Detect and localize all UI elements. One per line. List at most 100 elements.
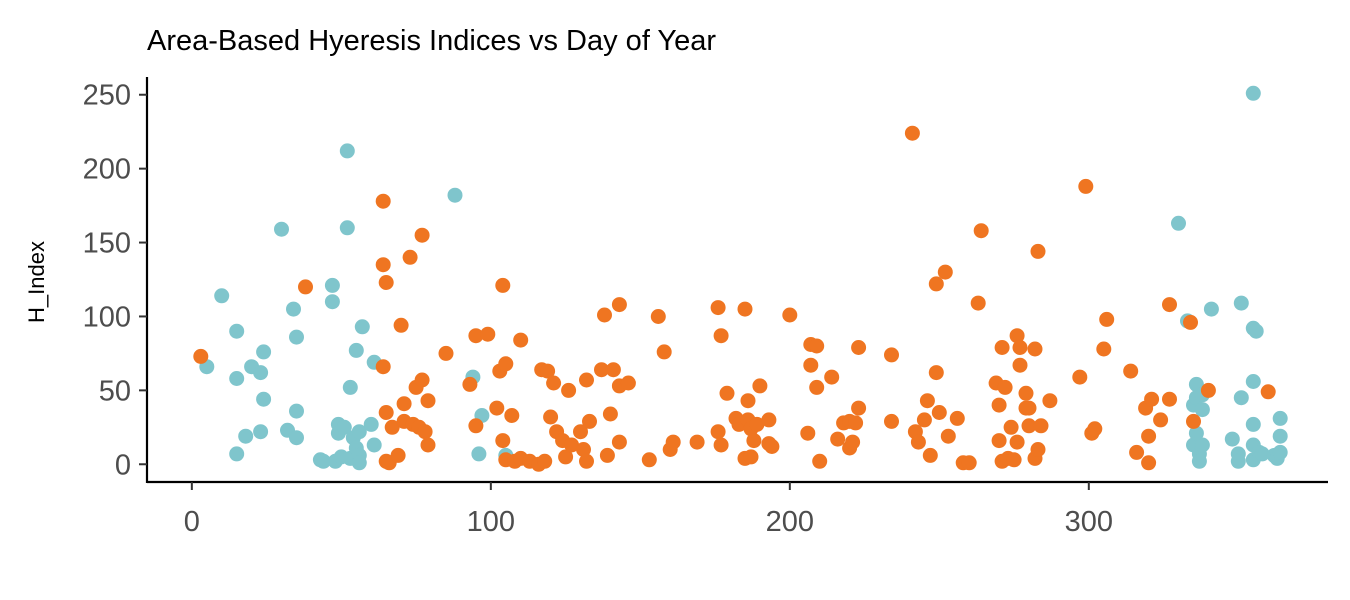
data-point-series-2 [561,382,577,398]
data-point-series-2 [489,400,505,416]
data-point-series-1 [253,365,269,381]
data-point-series-2 [1009,434,1025,450]
data-point-series-2 [605,362,621,378]
data-point-series-2 [495,433,511,449]
data-point-series-2 [710,424,726,440]
y-tick-label: 50 [99,375,131,407]
data-point-series-2 [656,344,672,360]
data-point-series-1 [289,329,304,345]
data-point-series-2 [420,393,436,409]
data-point-series-1 [229,323,245,339]
data-point-series-1 [1191,453,1207,469]
data-point-series-1 [253,424,269,440]
data-point-series-2 [495,277,511,293]
data-point-series-2 [884,347,899,363]
data-point-series-2 [743,449,759,465]
data-point-series-2 [1123,363,1139,379]
data-point-series-2 [916,412,932,428]
data-point-series-2 [761,412,777,428]
data-point-series-1 [1194,402,1210,418]
data-point-series-2 [824,369,840,385]
data-point-series-2 [513,332,529,348]
data-point-series-1 [274,221,289,237]
data-point-series-2 [594,362,609,378]
data-point-series-1 [471,446,487,462]
data-point-series-1 [1224,431,1240,447]
data-point-series-2 [994,340,1010,355]
data-point-series-1 [1245,85,1261,101]
data-point-series-1 [1272,444,1288,460]
y-tick-label: 0 [115,449,131,481]
data-point-series-2 [1018,385,1034,401]
chart-title: Area-Based Hyeresis Indices vs Day of Ye… [147,25,716,57]
data-point-series-2 [991,397,1007,413]
data-point-series-2 [1153,412,1169,428]
data-point-series-2 [375,359,391,375]
data-point-series-2 [468,418,484,434]
data-point-series-2 [928,365,944,381]
data-point-series-2 [498,356,514,372]
data-point-series-2 [937,264,953,280]
data-point-series-1 [447,187,463,203]
data-point-series-2 [602,406,618,422]
data-point-series-2 [991,433,1007,449]
data-point-series-1 [339,220,355,236]
data-point-series-2 [851,400,867,416]
data-point-series-1 [1171,215,1186,231]
data-point-series-1 [363,416,379,432]
data-point-series-2 [468,328,484,344]
x-tick-label: 200 [766,506,814,538]
data-point-series-2 [737,301,753,317]
data-point-series-2 [764,439,780,454]
data-point-series-1 [1194,437,1210,453]
x-tick-label: 0 [184,506,200,538]
data-point-series-2 [931,405,947,420]
data-point-series-2 [1183,314,1198,330]
data-point-series-2 [949,410,965,426]
y-axis-title: H_Index [24,241,49,323]
data-point-series-1 [336,419,352,435]
data-point-series-2 [1144,391,1160,407]
data-point-series-2 [579,372,594,388]
data-point-series-1 [1245,374,1261,389]
data-point-series-2 [1141,428,1157,444]
data-point-series-2 [390,447,406,463]
data-point-series-1 [1188,425,1204,441]
data-point-series-2 [573,424,588,440]
data-point-series-1 [1272,410,1288,426]
data-point-series-2 [1030,442,1046,457]
data-point-series-2 [438,345,454,361]
y-tick-label: 150 [83,228,131,260]
data-point-series-1 [324,277,340,293]
data-point-series-2 [378,275,394,290]
data-point-series-2 [845,434,861,450]
data-point-series-2 [1096,341,1112,357]
data-point-series-2 [910,434,926,450]
y-tick-label: 200 [83,154,131,186]
data-point-series-2 [1003,419,1019,435]
data-point-series-2 [597,307,612,323]
data-point-series-2 [414,372,430,388]
data-point-series-2 [582,413,597,429]
data-point-series-2 [611,434,627,450]
data-point-series-2 [919,393,935,409]
data-point-series-2 [665,434,681,450]
data-point-series-2 [1006,452,1022,468]
data-point-series-2 [997,379,1013,395]
data-point-series-2 [375,257,391,273]
data-point-series-2 [922,447,938,463]
data-point-series-2 [749,416,765,432]
data-point-series-1 [289,403,304,419]
y-ticks: 0 50 100 150 200 250 [83,80,147,481]
data-point-series-2 [713,437,729,453]
data-point-series-1 [354,319,370,335]
data-point-series-2 [1087,421,1103,437]
data-point-series-2 [375,193,391,209]
data-point-series-1 [229,446,245,462]
data-point-series-2 [384,419,400,435]
data-point-series-2 [1009,328,1025,344]
data-point-series-2 [576,442,591,457]
data-point-series-2 [1012,357,1028,373]
data-point-series-2 [650,309,666,324]
